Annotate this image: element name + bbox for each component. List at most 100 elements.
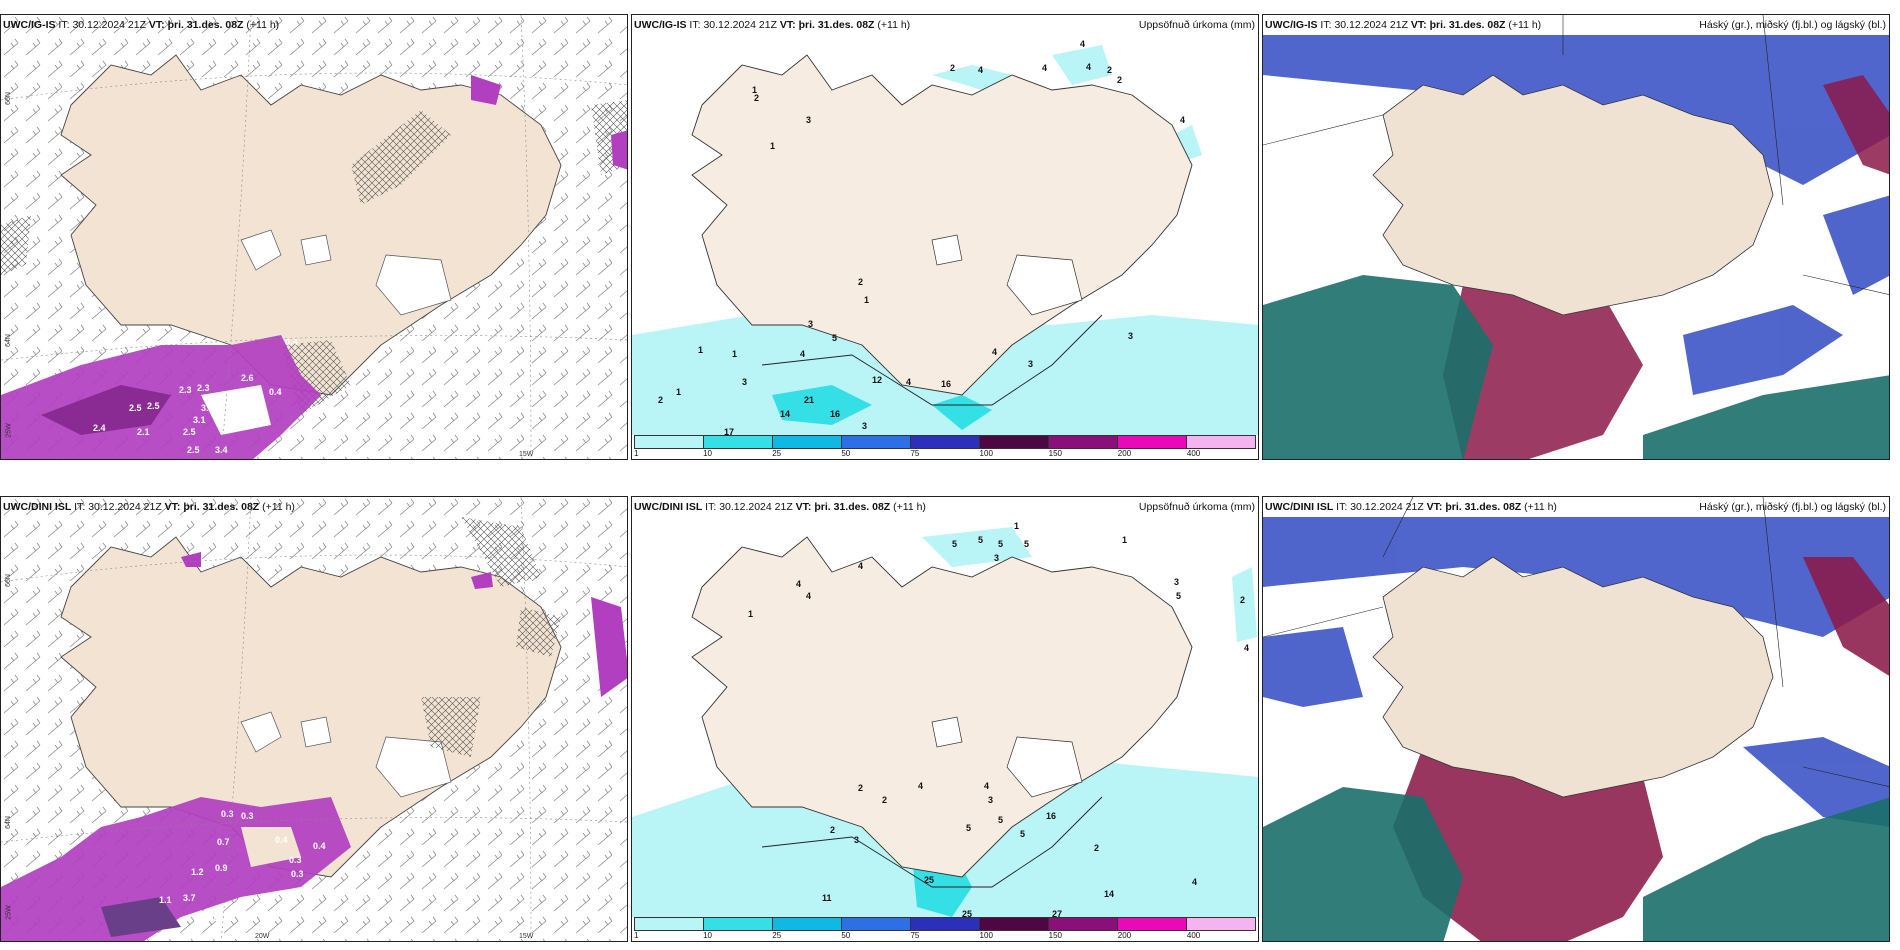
panel-title: Uppsöfnuð úrkoma (mm) [1138,501,1255,513]
colorbar-swatch [1187,436,1255,448]
panel-header: UWC/IG-IS IT: 30.12.2024 21Z VT: þri. 31… [3,19,280,31]
wind-label: 0.3 [241,811,254,821]
colorbar-swatch [1118,436,1187,448]
colorbar-swatch [842,436,911,448]
precip-label: 4 [800,349,805,359]
precip-colorbar: 1 10 25 50 75 100 150 200 400 [634,435,1256,458]
colorbar-swatch [635,436,704,448]
precip-label: 5 [952,539,957,549]
panel-header: UWC/DINI ISL IT: 30.12.2024 21Z VT: þri.… [3,501,295,513]
lat-label: 64N [4,334,12,347]
colorbar-label: 400 [1186,449,1201,458]
panel-precip-bottom: UWC/DINI ISL IT: 30.12.2024 21Z VT: þri.… [631,496,1259,942]
wind-label: 3.4 [215,445,228,455]
wind-map: 0.4 0.4 2.6 2.3 2.3 2.5 2.5 3.4 3.1 2.4 … [1,15,627,459]
hatched-area [1,100,627,415]
wind-purple-area [1,552,627,941]
precip-label: 1 [676,387,681,397]
colorbar-label: 25 [772,449,782,458]
wind-label: 1.2 [311,443,324,453]
precip-label: 5 [978,535,983,545]
colorbar-swatch [911,436,980,448]
precip-label: 3 [742,377,747,387]
colorbar-swatch [773,918,842,930]
wind-label: 2.5 [187,445,200,455]
iceland-land [60,536,562,878]
precip-label: 2 [830,825,835,835]
precip-label: 2 [858,783,863,793]
wind-label: 2.6 [241,373,254,383]
colorbar-label: 200 [1117,931,1132,940]
wind-label: 2.4 [93,423,106,433]
precip-label: 5 [998,815,1003,825]
precip-label: 2 [1094,843,1099,853]
precip-label: 1 [698,345,703,355]
colorbar-swatch [1187,918,1255,930]
colorbar-label: 50 [841,449,851,458]
panel-title: Háský (gr.), miðský (fj.bl.) og lágský (… [1699,501,1886,513]
panel-header: UWC/DINI ISL IT: 30.12.2024 21Z VT: þri.… [634,501,926,513]
panel-wind-top: UWC/IG-IS IT: 30.12.2024 21Z VT: þri. 31… [0,14,628,460]
precip-label: 4 [1180,115,1185,125]
wind-label: 1.0 [339,439,352,449]
colorbar-swatch [980,436,1049,448]
precip-label: 2 [1107,65,1112,75]
precip-label: 3 [1128,331,1133,341]
precip-label: 4 [1192,877,1197,887]
colorbar-label: 1 [634,931,639,940]
precip-label: 16 [830,409,840,419]
wind-label: 3.1 [193,415,206,425]
colorbar-label: 75 [910,449,920,458]
wind-label: 1.4 [301,899,314,909]
precip-label: 3 [1174,577,1179,587]
low-cloud-area [1263,275,1889,459]
wind-label: 0.3 [221,809,234,819]
lon-label: 20W [255,933,270,940]
cloud-map [1263,497,1889,941]
colorbar-swatch [980,918,1049,930]
colorbar-label: 150 [1048,449,1063,458]
precip-label: 12 [872,375,882,385]
wind-label: 1.1 [159,895,172,905]
precip-label: 4 [918,781,923,791]
precip-map: 2 4 4 4 4 2 2 1 2 3 1 4 2 1 3 5 4 1 1 3 … [632,15,1258,459]
wind-label: 2.3 [179,385,192,395]
precip-label: 1 [748,609,753,619]
colorbar-swatch [1049,918,1118,930]
precip-label: 4 [978,65,983,75]
panel-wind-bottom: UWC/DINI ISL IT: 30.12.2024 21Z VT: þri.… [0,496,628,942]
iceland-land [1372,74,1774,316]
colorbar-swatch [704,918,773,930]
precip-label: 5 [832,333,837,343]
wind-label: 0.4 [313,841,326,851]
wind-label: 0.4 [275,835,288,845]
precip-values: 1 5 5 5 5 3 4 1 4 4 1 3 5 2 2 4 2 2 3 4 … [748,521,1249,919]
precip-label: 4 [806,591,811,601]
precip-label: 2 [1117,75,1122,85]
panel-title: Háský (gr.), miðský (fj.bl.) og lágský (… [1699,19,1886,31]
colorbar-swatch [773,436,842,448]
iceland-land [691,54,1193,396]
wind-label: 1.4 [607,727,620,737]
colorbar-swatch [704,436,773,448]
colorbar-label: 200 [1117,449,1132,458]
colorbar-swatch [842,918,911,930]
lat-label: 66N [4,574,12,587]
colorbar-label: 50 [841,931,851,940]
wind-label: 0.3 [291,869,304,879]
precip-label: 1 [1122,535,1127,545]
precip-label: 3 [1028,359,1033,369]
wind-label: 1.2 [191,867,204,877]
precip-label: 11 [822,893,832,903]
colorbar-label: 150 [1048,931,1063,940]
colorbar-label: 25 [772,931,782,940]
precip-label: 4 [796,579,801,589]
mid-cloud-area [1443,75,1889,459]
precip-label: 21 [804,395,814,405]
colorbar-label: 10 [703,931,713,940]
panel-header: UWC/IG-IS IT: 30.12.2024 21Z VT: þri. 31… [1265,19,1542,31]
precip-label: 5 [998,539,1003,549]
precip-label: 2 [754,93,759,103]
precip-label: 25 [962,909,972,919]
wind-values: 0.3 0.3 0.4 0.4 0.3 0.3 0.7 1.2 0.9 1.1 … [159,727,620,935]
